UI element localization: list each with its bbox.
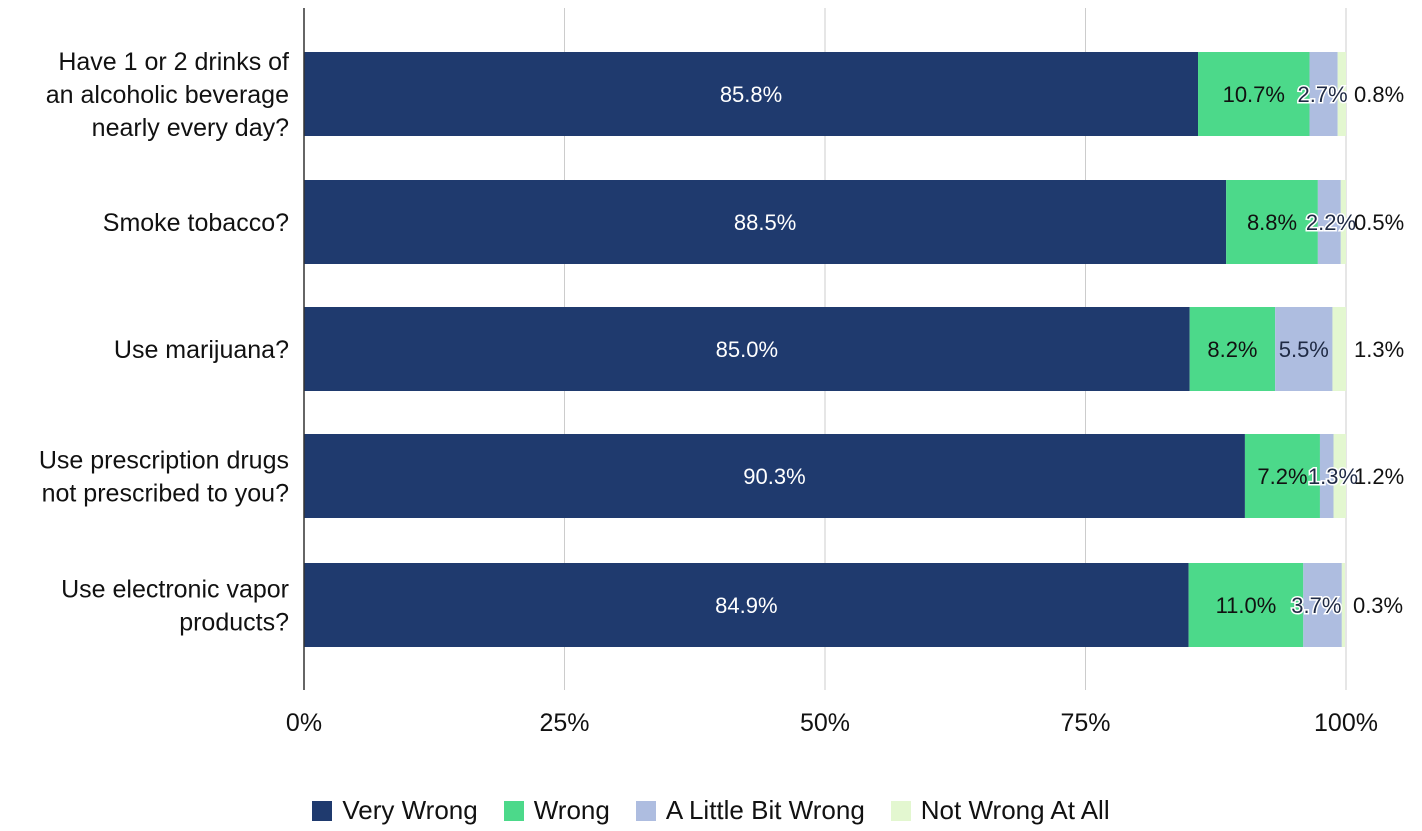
data-label: 7.2% xyxy=(1257,464,1307,489)
data-label: 2.7% xyxy=(1298,82,1348,107)
bar-segment xyxy=(1226,180,1318,264)
data-label: 84.9% xyxy=(715,593,777,618)
bar-segment xyxy=(1188,563,1304,647)
legend-label: Wrong xyxy=(533,795,610,825)
data-label: 85.8% xyxy=(720,82,782,107)
category-label: not prescribed to you? xyxy=(42,480,289,508)
bar-segment xyxy=(1244,434,1320,518)
category-label: Use prescription drugs xyxy=(39,447,289,475)
legend-label: Very Wrong xyxy=(342,795,478,825)
legend-item: Very Wrong xyxy=(312,795,478,826)
bar-segment xyxy=(1340,180,1346,264)
bar-segment xyxy=(1341,563,1345,647)
bar-segment xyxy=(304,180,1227,264)
bar-segment xyxy=(1337,52,1346,136)
category-label: products? xyxy=(179,609,289,637)
bar-segment xyxy=(1303,563,1342,647)
data-label: 0.5% xyxy=(1354,210,1404,235)
data-label: 8.8% xyxy=(1247,210,1297,235)
bar-segment xyxy=(1333,434,1346,518)
data-label: 11.0% xyxy=(1216,593,1277,618)
data-label: 8.2% xyxy=(1207,337,1257,362)
data-label: 3.7% xyxy=(1291,593,1341,618)
category-label: nearly every day? xyxy=(92,114,289,142)
legend-swatch xyxy=(312,800,333,821)
data-label: 0.8% xyxy=(1354,82,1404,107)
data-label: 0.3% xyxy=(1353,593,1403,618)
bar-segment xyxy=(304,434,1245,518)
legend-item: A Little Bit Wrong xyxy=(635,795,865,826)
data-label: 1.3% xyxy=(1308,464,1358,489)
legend-item: Wrong xyxy=(503,795,610,826)
data-label: 2.2% xyxy=(1306,210,1356,235)
x-tick-label: 50% xyxy=(800,709,850,737)
legend-label: A Little Bit Wrong xyxy=(665,795,865,825)
category-label: Have 1 or 2 drinks of xyxy=(58,48,289,76)
x-tick-label: 75% xyxy=(1060,709,1110,737)
legend-label: Not Wrong At All xyxy=(920,795,1110,825)
category-label: an alcoholic beverage xyxy=(46,81,289,109)
bar-segment xyxy=(304,563,1189,647)
legend-swatch xyxy=(635,800,656,821)
data-label: 1.3% xyxy=(1354,337,1404,362)
x-tick-label: 0% xyxy=(286,709,322,737)
bar-segment xyxy=(1332,307,1346,391)
bar-segment xyxy=(1309,52,1338,136)
chart-svg: 85.8% 10.7% 2.7% 0.8% Have 1 or 2 drinks of a… xyxy=(39,8,1404,737)
legend-swatch xyxy=(503,800,524,821)
category-label: Smoke tobacco? xyxy=(103,209,289,237)
bar-segment xyxy=(1317,180,1341,264)
data-label: 90.3% xyxy=(743,464,805,489)
legend: Very Wrong Wrong A Little Bit Wrong Not Wro… xyxy=(0,795,1422,826)
x-tick-label: 100% xyxy=(1314,709,1378,737)
bar-segment xyxy=(1189,307,1276,391)
data-label: 10.7% xyxy=(1223,82,1285,107)
bar-segment xyxy=(1319,434,1334,518)
bar-segment xyxy=(304,307,1190,391)
data-label: 5.5% xyxy=(1279,337,1329,362)
x-tick-label: 25% xyxy=(539,709,589,737)
bar-segment xyxy=(1198,52,1310,136)
legend-item: Not Wrong At All xyxy=(890,795,1110,826)
category-label: Use marijuana? xyxy=(114,336,289,364)
bar-segment xyxy=(304,52,1199,136)
legend-swatch xyxy=(890,800,911,821)
data-label: 85.0% xyxy=(716,337,778,362)
data-label: 1.2% xyxy=(1354,464,1404,489)
data-label: 88.5% xyxy=(734,210,796,235)
category-label: Use electronic vapor xyxy=(61,576,289,604)
bar-segment xyxy=(1275,307,1333,391)
